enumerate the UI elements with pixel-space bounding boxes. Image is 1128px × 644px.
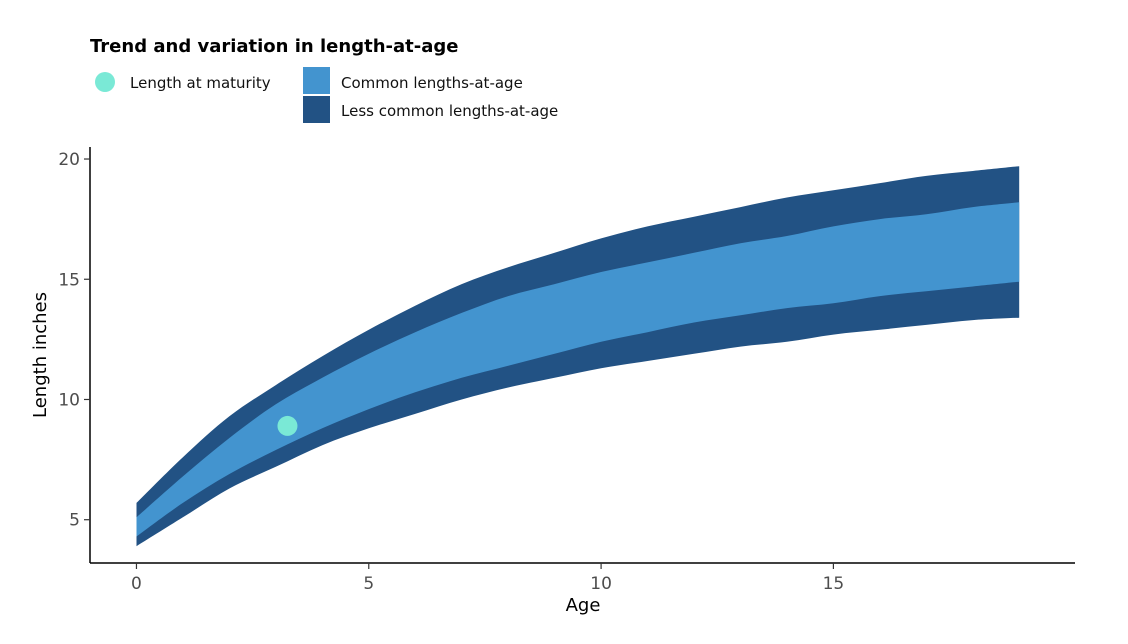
legend-common-label: Common lengths-at-age bbox=[341, 74, 523, 92]
x-tick-label: 5 bbox=[363, 574, 374, 594]
y-axis-title: Length inches bbox=[30, 292, 51, 418]
x-ticks: 0 5 10 15 bbox=[131, 563, 844, 594]
legend-less-common-swatch bbox=[303, 96, 330, 123]
x-tick-label: 10 bbox=[590, 574, 612, 594]
maturity-point bbox=[277, 415, 298, 436]
legend-less-common-label: Less common lengths-at-age bbox=[341, 102, 558, 120]
band-common bbox=[136, 202, 1020, 537]
y-ticks: 5 10 15 20 bbox=[58, 150, 90, 531]
y-tick-label: 15 bbox=[58, 270, 80, 290]
legend-title: Trend and variation in length-at-age bbox=[90, 36, 458, 57]
y-tick-label: 10 bbox=[58, 390, 80, 410]
legend-maturity-label: Length at maturity bbox=[130, 74, 271, 92]
x-tick-label: 15 bbox=[823, 574, 845, 594]
legend-common-swatch bbox=[303, 67, 330, 94]
y-tick-label: 20 bbox=[58, 150, 80, 170]
axes: 0 5 10 15 5 10 15 20 Age Length inches bbox=[30, 147, 1075, 616]
legend: Trend and variation in length-at-age Len… bbox=[90, 36, 558, 123]
x-tick-label: 0 bbox=[131, 574, 142, 594]
y-tick-label: 5 bbox=[69, 511, 80, 531]
legend-maturity-swatch bbox=[95, 72, 115, 92]
plot-area bbox=[136, 166, 1020, 547]
x-axis-title: Age bbox=[566, 595, 601, 616]
